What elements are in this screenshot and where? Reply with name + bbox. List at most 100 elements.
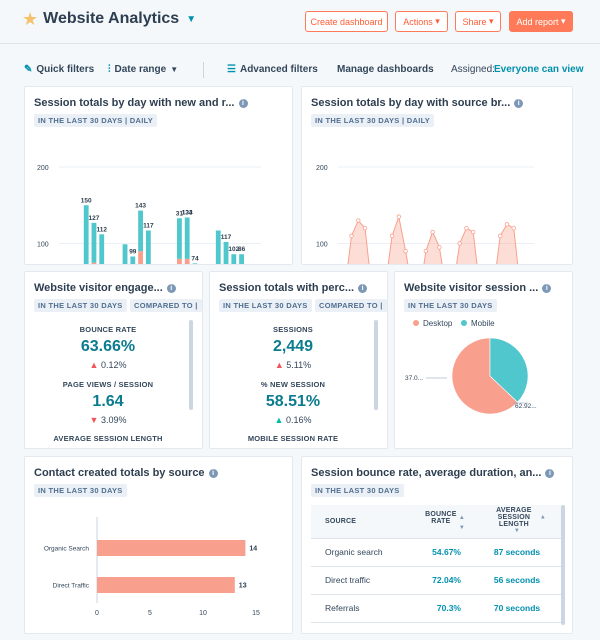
card-title-text: Session bounce rate, average duration, a… xyxy=(311,467,542,479)
column-header-avg-session-length[interactable]: AVERAGE SESSION LENGTH▲ ▼ xyxy=(471,505,563,539)
card-title[interactable]: Session totals by day with new and r... i xyxy=(34,97,248,109)
date-range-tag: IN THE LAST 30 DAYS | DAILY xyxy=(311,114,435,127)
pie-slice-desktop xyxy=(451,337,518,415)
assigned-value-link[interactable]: Everyone can view xyxy=(494,64,584,75)
card-title-text: Contact created totals by source xyxy=(34,467,205,479)
card-title[interactable]: Contact created totals by source i xyxy=(34,467,218,479)
page-title[interactable]: Website Analytics xyxy=(43,10,180,27)
scrollbar[interactable] xyxy=(374,320,378,410)
card-title[interactable]: Session totals with perc... i xyxy=(219,282,368,294)
bar-returning xyxy=(177,218,182,259)
add-report-button[interactable]: Add report ▾ xyxy=(509,11,573,32)
info-icon[interactable]: i xyxy=(238,99,248,108)
scrollbar[interactable] xyxy=(189,320,193,410)
info-icon[interactable]: i xyxy=(514,99,524,108)
cell-source: Referrals xyxy=(311,594,401,623)
column-header-label: AVERAGE SESSION LENGTH xyxy=(496,507,532,529)
point-source-a xyxy=(423,248,429,254)
kpi-change: ▲ 5.11% xyxy=(210,360,376,370)
data-label: 143 xyxy=(135,203,146,210)
sort-icon[interactable]: ▲ ▼ xyxy=(458,514,465,531)
legend-item-mobile[interactable]: Mobile xyxy=(461,319,495,328)
bar-returning xyxy=(154,264,159,265)
date-range-label: Date range xyxy=(114,64,167,75)
divider xyxy=(203,62,204,78)
card-title[interactable]: Session totals by day with source br... i xyxy=(311,97,524,109)
card-title[interactable]: Website visitor session ... i xyxy=(404,282,552,294)
date-range-button[interactable]: ⫶ Date range ▼ xyxy=(108,64,178,75)
point-source-a xyxy=(504,222,510,227)
kpi-change-value: 3.09% xyxy=(100,415,127,425)
line-chart: 01002005/24/20256/3/20256/13/2025 xyxy=(316,165,534,264)
arrow-down-icon: ▼ xyxy=(89,415,99,425)
bar-returning xyxy=(91,222,97,263)
card-session-bounce-table: Session bounce rate, average duration, a… xyxy=(301,456,573,634)
scrollbar[interactable] xyxy=(561,505,565,625)
chevron-down-icon[interactable]: ▼ xyxy=(186,13,197,25)
bar-returning xyxy=(223,241,229,264)
kpi-change-value: 0.16% xyxy=(285,415,312,425)
table-header-row: SOURCE BOUNCE RATE ▲ ▼ AVERAGE SESSION LEN… xyxy=(311,505,563,539)
comparison-tag: COMPARED TO | xyxy=(130,299,202,312)
card-visitor-engagement: Website visitor engage... i IN THE LAST 3… xyxy=(24,271,203,449)
pencil-icon: ✎ xyxy=(24,64,33,75)
data-label: 31 xyxy=(176,210,184,217)
kpi-change: ▲ 0.12% xyxy=(25,360,191,370)
column-header-source[interactable]: SOURCE xyxy=(311,505,401,539)
date-range-tag: IN THE LAST 30 DAYS xyxy=(311,484,404,497)
create-dashboard-button[interactable]: Create dashboard xyxy=(305,11,388,32)
kpi-change-value: 5.11% xyxy=(286,360,312,370)
x-tick-label: 0 xyxy=(95,610,99,617)
sort-icon[interactable]: ▲ ▼ xyxy=(513,514,547,535)
kpi-label: SESSIONS xyxy=(273,325,313,334)
bar-new xyxy=(177,258,182,264)
point-source-a xyxy=(403,248,408,254)
data-label: 127 xyxy=(89,215,100,222)
horizontal-bar-chart: 0 5 10 15 Organic Search 14 Direct Traffic 13 xyxy=(44,517,260,617)
kpi-list: BOUNCE RATE 63.66% ▲ 0.12% PAGE VIEWS / … xyxy=(25,272,191,448)
data-label: 74 xyxy=(191,255,199,262)
bar-returning xyxy=(239,254,244,264)
info-icon[interactable]: i xyxy=(166,284,176,293)
data-label: 134 xyxy=(182,209,193,216)
point-source-a xyxy=(464,225,469,231)
manage-dashboards-link[interactable]: Manage dashboards xyxy=(337,64,434,75)
card-title[interactable]: Session bounce rate, average duration, a… xyxy=(311,467,555,479)
data-label: 102 xyxy=(228,246,239,253)
bar-returning xyxy=(145,230,151,264)
dashboard-title-selector[interactable]: ★ Website Analytics ▼ xyxy=(22,10,196,28)
legend-swatch xyxy=(413,320,419,326)
star-icon[interactable]: ★ xyxy=(22,9,39,29)
bar-returning xyxy=(130,256,136,264)
data-label: 150 xyxy=(81,197,92,204)
bar-returning xyxy=(138,210,143,252)
share-button[interactable]: Share ▾ xyxy=(455,11,501,32)
card-title-text: Website visitor engage... xyxy=(34,282,163,294)
info-icon[interactable]: i xyxy=(208,469,218,478)
arrow-up-icon: ▲ xyxy=(274,415,284,425)
info-icon[interactable]: i xyxy=(358,284,368,293)
filter-bar: ✎ Quick filters ⫶ Date range ▼ ☰ Advance… xyxy=(0,56,600,84)
dashboard-header: ★ Website Analytics ▼ Create dashboard A… xyxy=(0,0,600,44)
column-header-bounce-rate[interactable]: BOUNCE RATE ▲ ▼ xyxy=(401,505,471,539)
cell-bounce-rate: 70.3% xyxy=(401,594,471,623)
y-tick-label: 100 xyxy=(316,242,328,249)
cell-bounce-rate: 72.04% xyxy=(401,566,471,595)
card-title-text: Website visitor session ... xyxy=(404,282,539,294)
cell-avg-session-length: 56 seconds xyxy=(471,566,563,595)
advanced-filters-button[interactable]: ☰ Advanced filters xyxy=(227,64,318,75)
quick-filters-label: Quick filters xyxy=(36,64,95,75)
data-label: 117 xyxy=(221,234,232,241)
actions-label: Actions xyxy=(403,16,433,27)
info-icon[interactable]: i xyxy=(542,284,552,293)
assigned-label: Assigned: xyxy=(451,64,495,75)
date-range-tag: IN THE LAST 30 DAYS xyxy=(219,299,312,312)
card-title-text: Session totals with perc... xyxy=(219,282,355,294)
quick-filters-button[interactable]: ✎ Quick filters xyxy=(24,64,94,75)
card-title[interactable]: Website visitor engage... i xyxy=(34,282,176,294)
info-icon[interactable]: i xyxy=(545,469,555,478)
actions-button[interactable]: Actions ▾ xyxy=(395,11,448,32)
kpi-list: SESSIONS 2,449 ▲ 5.11% % NEW SESSION 58.… xyxy=(210,272,376,448)
bar-new xyxy=(138,251,143,264)
legend-item-desktop[interactable]: Desktop xyxy=(413,319,452,328)
